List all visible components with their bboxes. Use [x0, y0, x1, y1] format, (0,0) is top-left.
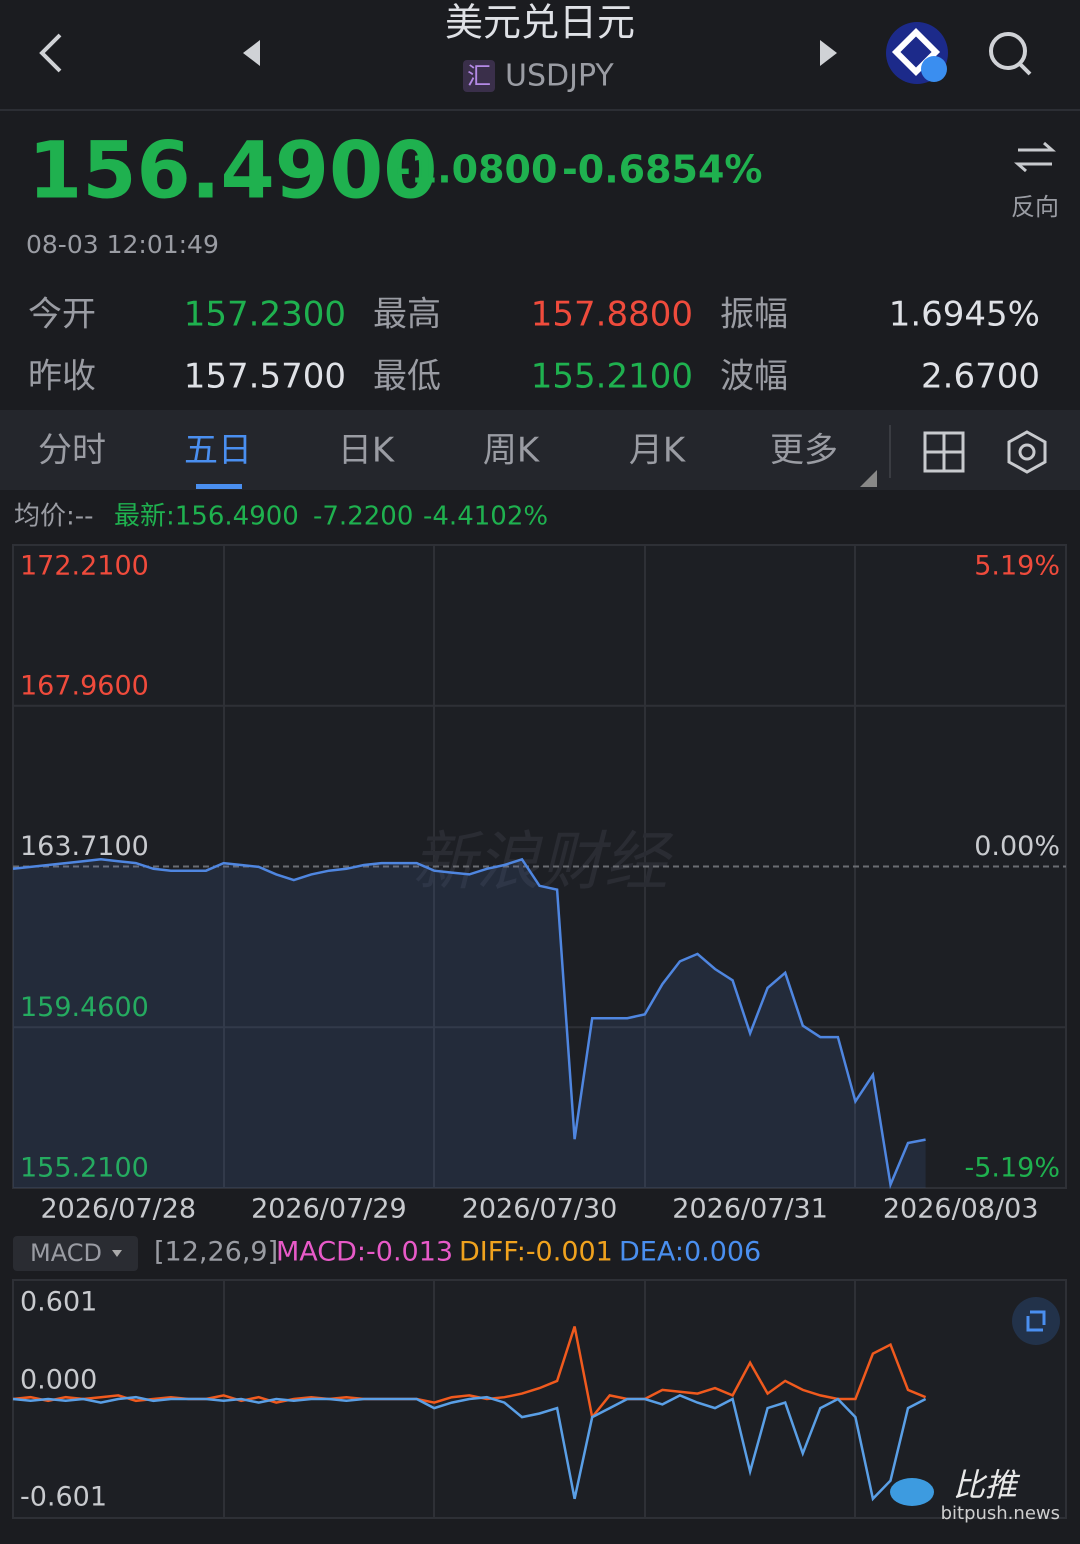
brand-bird: [890, 1478, 934, 1506]
settings-button[interactable]: [1007, 430, 1047, 474]
latest-change: -7.2200: [313, 502, 413, 532]
indicator-macd: MACD:-0.013: [276, 1237, 453, 1268]
next-button[interactable]: [820, 40, 837, 66]
indicator-selector[interactable]: [13, 1236, 138, 1271]
more-corner: [860, 470, 877, 487]
page-title: 美元兑日元: [445, 1, 635, 45]
stat-label: 振幅: [720, 295, 788, 335]
stat-label: 昨收: [28, 357, 96, 397]
quote-time: 08-03 12:01:49: [26, 230, 219, 259]
tab[interactable]: 更多: [770, 431, 838, 471]
stat-value: 155.2100: [531, 357, 693, 397]
layout-icon: [925, 433, 963, 471]
tab-bar: [0, 410, 1080, 490]
y2-tick-label: 5.19%: [974, 551, 1060, 582]
badge-bg: [463, 60, 495, 92]
y-tick-label: 159.4600: [20, 992, 149, 1023]
data-line: [12, 857, 926, 1190]
y-tick-label: 0.000: [20, 1365, 97, 1396]
price-area: [13, 859, 926, 1188]
stat-label: 今开: [28, 295, 96, 335]
tab[interactable]: 月K: [629, 431, 687, 471]
y-tick-label: 155.2100: [20, 1153, 149, 1184]
symbol: USDJPY: [505, 59, 614, 94]
stat-value: 2.6700: [921, 357, 1040, 397]
ai-dot: [921, 56, 947, 82]
data-line: [12, 1394, 927, 1502]
y-tick-label: 0.601: [20, 1287, 97, 1318]
expand-button[interactable]: [1012, 1297, 1060, 1345]
brand-site: bitpush.news: [941, 1503, 1060, 1524]
search-button[interactable]: [989, 32, 1027, 70]
tab[interactable]: 日K: [338, 431, 396, 471]
dropdown-arrow: [112, 1250, 122, 1257]
stat-value: 157.5700: [184, 357, 346, 397]
tab-indicator: [196, 484, 242, 489]
stat-label: 波幅: [720, 357, 788, 397]
reverse-label[interactable]: 反向: [1011, 193, 1059, 221]
price: 156.4900: [28, 126, 438, 216]
stat-value: 1.6945%: [889, 295, 1040, 335]
stat-label: 最低: [373, 357, 441, 397]
stat-value: 157.2300: [184, 295, 346, 335]
y-tick-label: -0.601: [20, 1482, 107, 1513]
back-button[interactable]: [39, 33, 62, 73]
brand-watermark: 比推: [953, 1466, 1021, 1504]
settings-icon: [1018, 443, 1036, 461]
y-tick-label: 167.9600: [20, 670, 149, 701]
x-tick-label: 2026/08/03: [883, 1194, 1039, 1225]
x-tick-label: 2026/07/30: [462, 1194, 618, 1225]
y2-tick-label: 0.00%: [974, 831, 1060, 862]
latest-pct: -4.4102%: [423, 502, 548, 532]
x-tick-label: 2026/07/31: [672, 1194, 828, 1225]
y-tick-label: 163.7100: [20, 831, 149, 862]
data-line: [12, 1326, 927, 1420]
tab-active[interactable]: 五日: [184, 431, 252, 471]
tab[interactable]: 周K: [483, 431, 541, 471]
y2-tick-label: -5.19%: [964, 1153, 1060, 1184]
tab[interactable]: 分时: [38, 431, 106, 471]
stat-label: 最高: [373, 295, 441, 335]
prev-button[interactable]: [243, 40, 260, 66]
symbol-badge: 汇: [467, 62, 491, 90]
search-handle: [1018, 62, 1032, 76]
stat-value: 157.8800: [531, 295, 693, 335]
change-pct: -0.6854%: [562, 148, 762, 192]
latest-price: 最新:156.4900: [114, 502, 299, 532]
y-tick-label: 172.2100: [20, 551, 149, 582]
indicator-params: [12,26,9]: [154, 1237, 278, 1268]
reverse-icon[interactable]: [1014, 141, 1056, 173]
x-tick-label: 2026/07/29: [251, 1194, 407, 1225]
indicator-diff: DIFF:-0.001: [459, 1237, 613, 1268]
indicator-dea: DEA:0.006: [619, 1237, 761, 1268]
expand-icon: [1026, 1310, 1046, 1332]
change: -1.0800: [395, 148, 557, 192]
indicator-name[interactable]: MACD: [30, 1239, 102, 1267]
avg-price: 均价:--: [14, 502, 94, 532]
x-tick-label: 2026/07/28: [40, 1194, 196, 1225]
